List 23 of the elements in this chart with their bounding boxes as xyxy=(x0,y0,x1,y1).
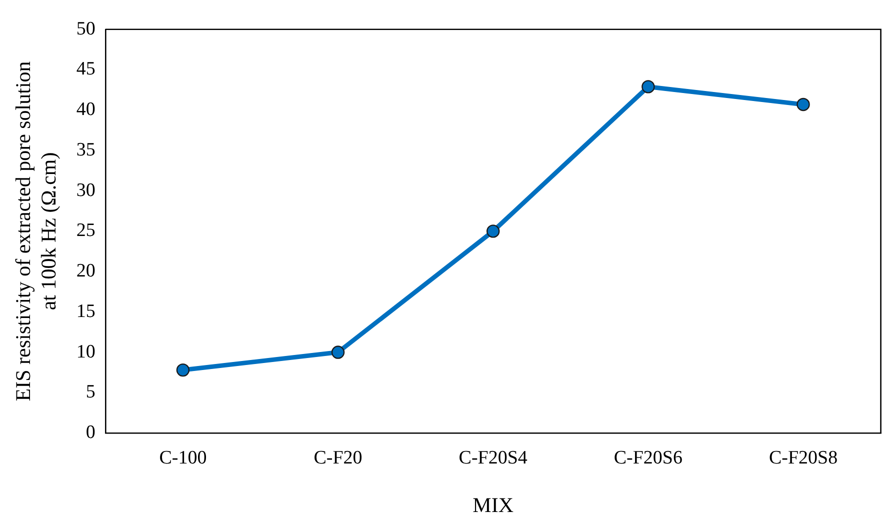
y-tick-label: 20 xyxy=(76,260,96,282)
x-tick-label: C-F20S6 xyxy=(614,447,682,468)
x-tick-label: C-100 xyxy=(159,447,207,468)
point xyxy=(176,363,190,377)
y-tick-label: 0 xyxy=(86,422,96,443)
y-tick-label: 5 xyxy=(86,382,96,403)
point xyxy=(331,346,345,359)
y-tick-label: 40 xyxy=(76,99,96,120)
point xyxy=(486,224,500,238)
y-tick-label: 45 xyxy=(76,58,96,80)
y-tick-label: 15 xyxy=(76,300,96,322)
x-tick-label: C-F20 xyxy=(314,447,362,468)
y-tick-label: 25 xyxy=(76,220,96,242)
point xyxy=(796,98,810,112)
point xyxy=(642,80,655,94)
x-axis-title: MIX xyxy=(472,492,514,517)
y-tick-label: 10 xyxy=(76,341,96,362)
x-tick-label: C-F20S4 xyxy=(458,447,528,468)
y-axis-title: EIS resistivity of extracted pore solution at 100k Hz (Ω.cm) xyxy=(11,60,60,402)
y-tick-label: 30 xyxy=(76,180,96,201)
y-tick-label: 50 xyxy=(76,18,96,40)
y-tick-label: 35 xyxy=(76,139,96,160)
x-tick-label: C-F20S8 xyxy=(768,447,838,468)
